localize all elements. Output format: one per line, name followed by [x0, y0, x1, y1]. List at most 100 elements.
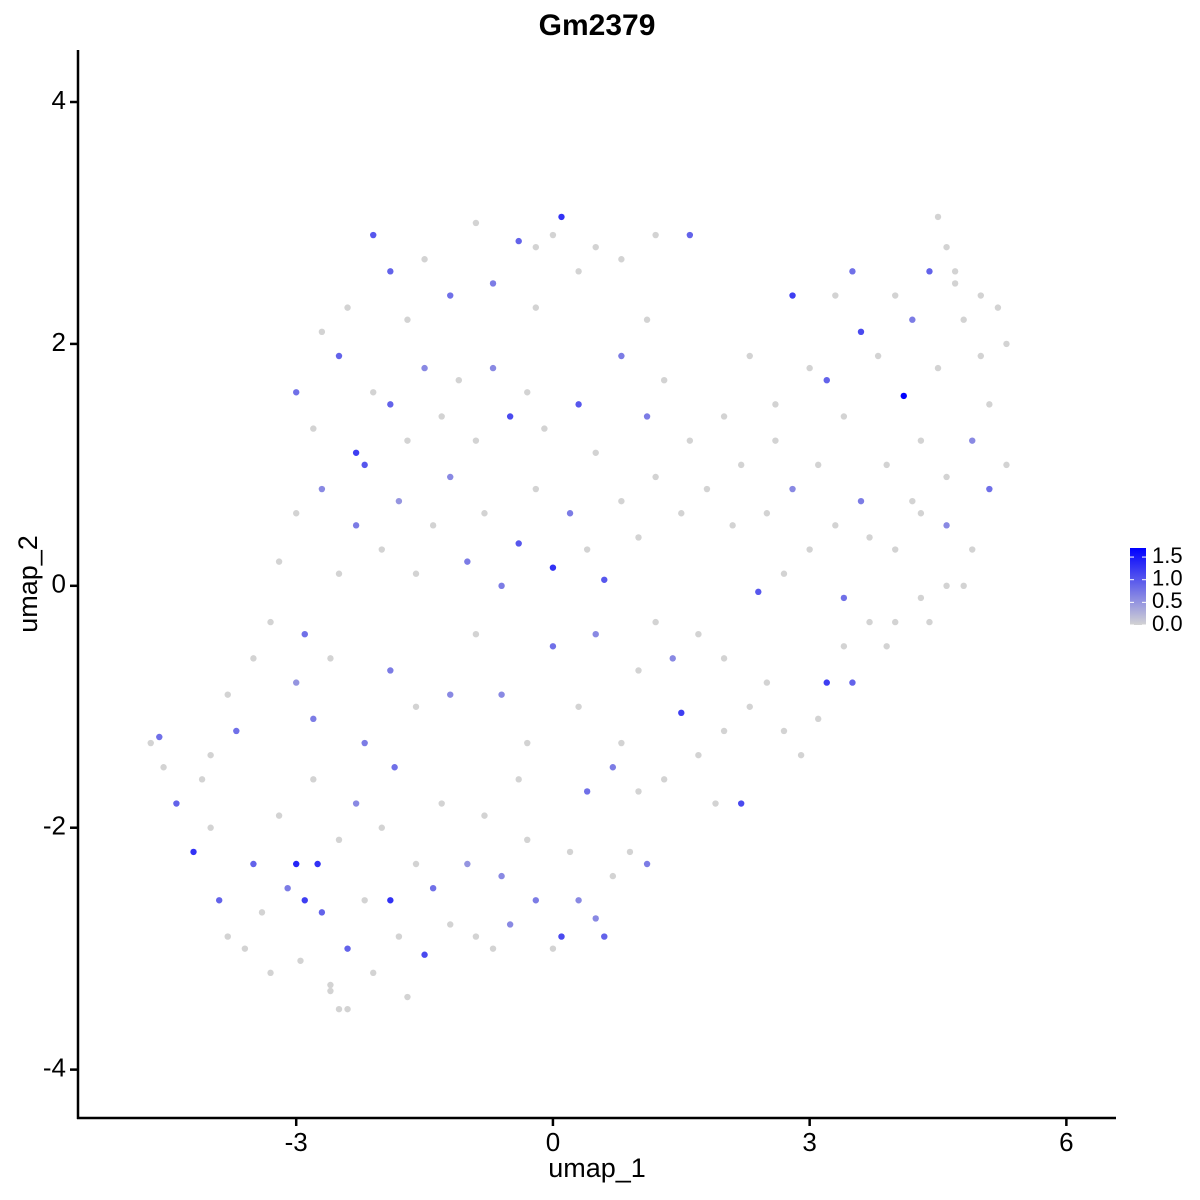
point	[720, 655, 728, 662]
point	[344, 1005, 351, 1013]
point	[934, 364, 942, 372]
point	[173, 800, 180, 807]
point	[310, 715, 317, 723]
y-tick-label: 2	[52, 327, 66, 357]
point	[892, 292, 899, 299]
point	[524, 389, 531, 396]
point	[532, 485, 540, 493]
point	[524, 739, 531, 747]
point	[618, 497, 625, 505]
point	[455, 376, 462, 384]
point	[626, 848, 634, 856]
point	[335, 1005, 343, 1013]
point	[969, 437, 976, 444]
point	[849, 268, 856, 275]
point	[806, 364, 813, 372]
point	[652, 618, 659, 626]
point	[250, 655, 257, 662]
point	[951, 268, 959, 275]
colorbar-label: 0.0	[1152, 611, 1183, 636]
point	[438, 413, 445, 420]
point	[857, 497, 865, 505]
point	[960, 316, 967, 323]
point	[986, 401, 993, 408]
point	[421, 951, 428, 958]
point	[293, 389, 300, 396]
chart-title: Gm2379	[539, 9, 656, 42]
point	[592, 915, 599, 922]
point	[575, 897, 582, 904]
point	[729, 522, 736, 529]
point	[524, 836, 531, 844]
point	[763, 679, 771, 686]
point	[815, 715, 822, 723]
point	[378, 824, 385, 831]
point	[532, 243, 540, 251]
point	[755, 588, 762, 596]
point	[472, 630, 480, 638]
point	[361, 461, 368, 469]
point	[395, 497, 403, 505]
point	[207, 751, 214, 759]
point	[712, 800, 719, 807]
point	[866, 534, 873, 541]
point	[515, 237, 522, 245]
point	[515, 776, 522, 783]
point	[849, 679, 856, 686]
point	[917, 594, 925, 602]
point	[352, 449, 360, 456]
point	[481, 510, 488, 517]
point	[703, 485, 711, 493]
point	[489, 364, 497, 372]
point	[652, 231, 659, 239]
point	[412, 703, 420, 710]
point	[601, 576, 608, 583]
colorbar	[1130, 548, 1146, 625]
point	[643, 860, 651, 868]
point	[652, 473, 659, 481]
point	[558, 933, 565, 940]
y-tick-label: -2	[43, 811, 66, 841]
point	[447, 292, 454, 299]
point	[318, 328, 326, 336]
point	[660, 376, 668, 384]
point	[1003, 340, 1010, 348]
point	[549, 231, 557, 239]
point	[977, 292, 984, 299]
point	[318, 909, 326, 916]
point	[250, 860, 257, 868]
point	[387, 268, 394, 275]
point	[823, 376, 830, 384]
point	[746, 352, 753, 360]
point	[883, 461, 890, 469]
point	[609, 872, 617, 880]
point	[635, 534, 642, 541]
point	[601, 933, 608, 940]
point	[233, 727, 240, 735]
point	[489, 280, 497, 287]
point	[352, 800, 360, 807]
point	[943, 243, 950, 251]
point	[695, 751, 702, 759]
point	[772, 437, 779, 444]
point	[960, 582, 967, 590]
point	[746, 703, 753, 710]
point	[310, 776, 317, 783]
x-tick-label: -3	[285, 1127, 308, 1157]
colorbar-label: 1.5	[1152, 543, 1183, 568]
point	[583, 788, 591, 795]
point	[575, 268, 582, 275]
y-tick-label: -4	[43, 1052, 66, 1082]
point	[583, 546, 591, 553]
point	[806, 546, 813, 553]
point	[541, 425, 548, 432]
point	[267, 618, 274, 626]
point	[284, 884, 291, 892]
point	[310, 425, 317, 432]
point	[532, 897, 540, 904]
point	[575, 401, 582, 408]
point	[447, 473, 454, 481]
point	[678, 709, 685, 717]
colorbar-label: 1.0	[1152, 566, 1183, 591]
